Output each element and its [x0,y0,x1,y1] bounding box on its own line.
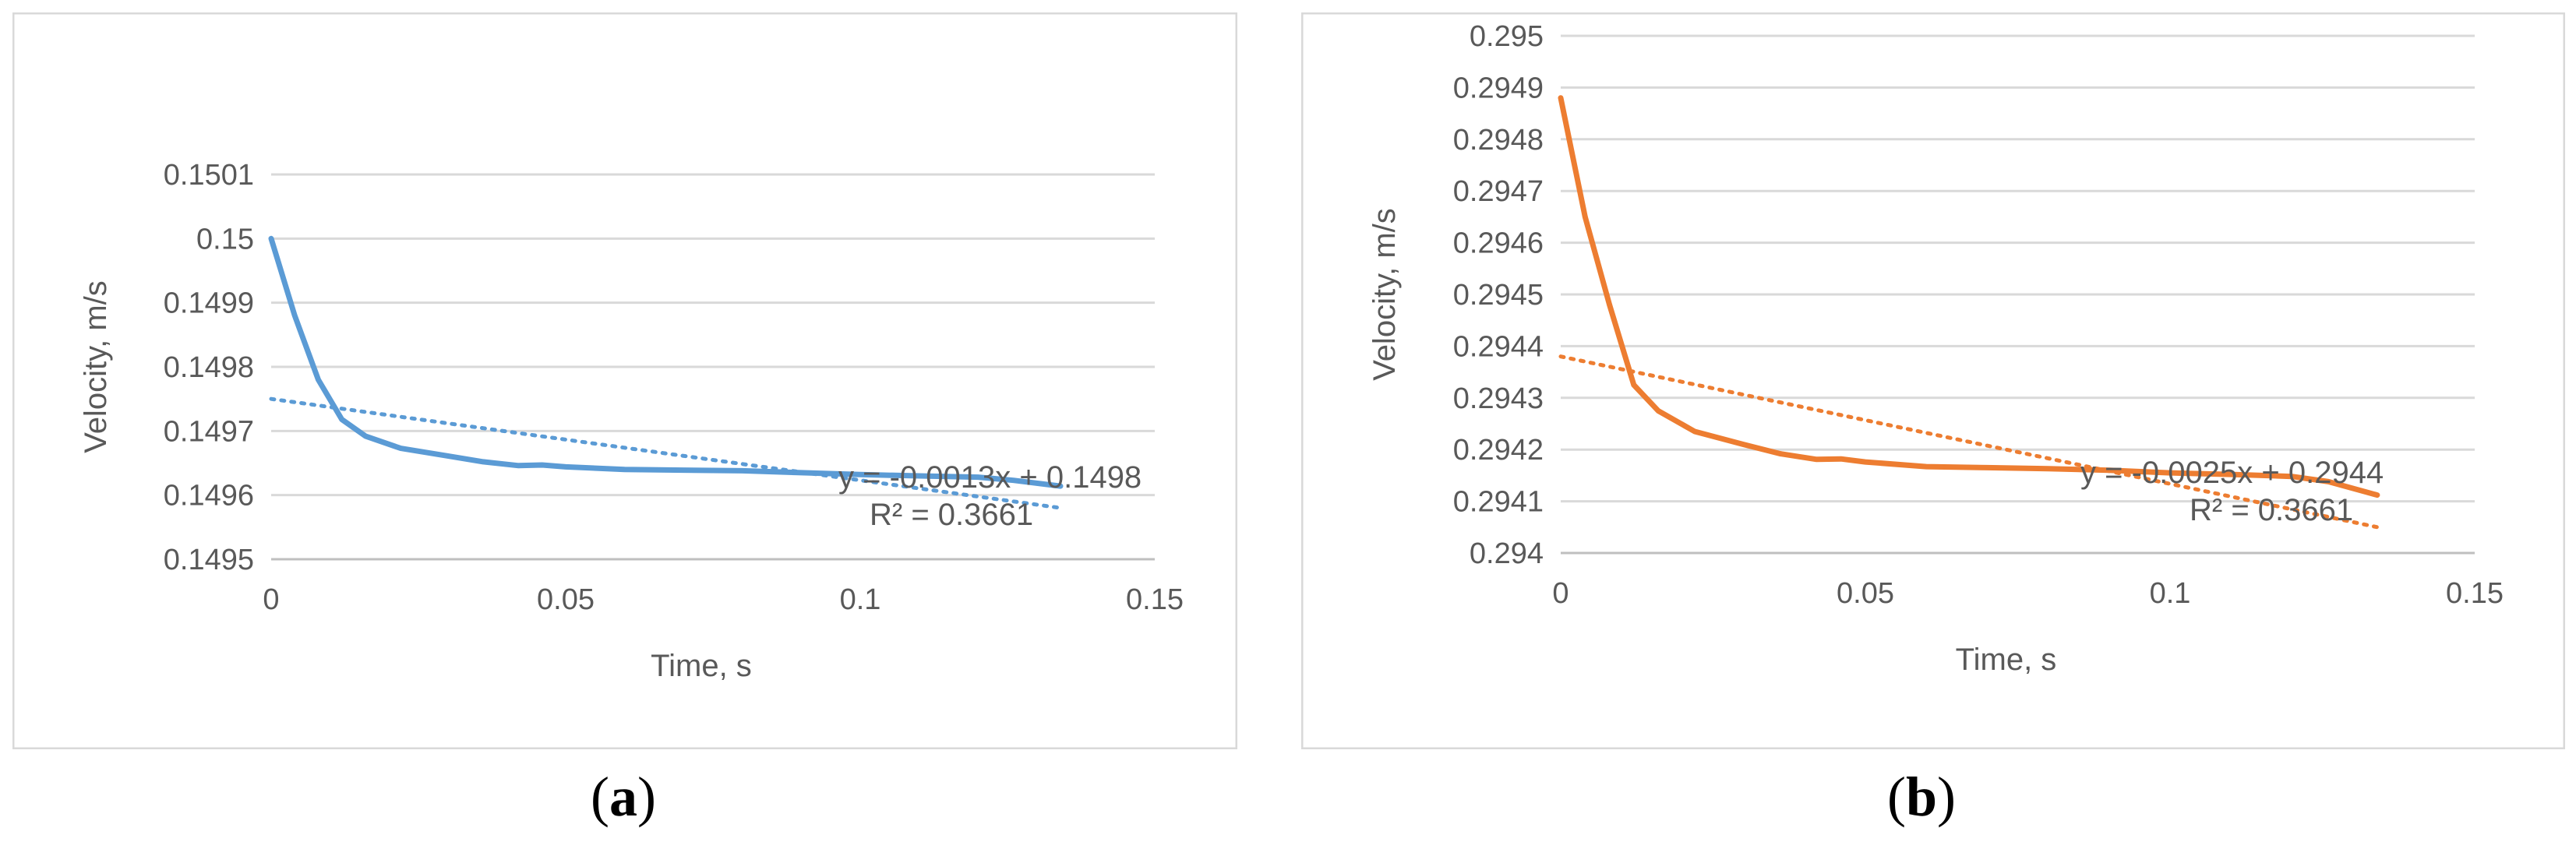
y-tick-label: 0.295 [1470,20,1544,53]
chart-border [12,12,1237,749]
caption-b: (b) [1886,766,1956,828]
x-axis-title: Time, s [651,649,752,683]
y-tick-label: 0.1497 [164,415,254,448]
chart-panel-a: 0.1495 0.1496 0.1497 0.1498 0.1499 0.15 0.1501… [12,12,1237,749]
y-tick-label: 0.1499 [164,287,254,320]
y-tick-label: 0.2948 [1453,124,1544,157]
y-tick-label: 0.2949 [1453,72,1544,104]
x-axis-title: Time, s [1956,643,2057,677]
y-tick-label: 0.1501 [164,159,254,192]
y-tick-label: 0.1498 [164,351,254,384]
y-tick-label: 0.2946 [1453,227,1544,260]
x-tick-label: 0.15 [2446,577,2504,610]
y-tick-label: 0.2945 [1453,279,1544,312]
series-line [1558,95,2380,498]
x-tick-label: 0.1 [2150,577,2191,610]
x-tick-label: 0.15 [1126,583,1184,616]
y-axis-title: Velocity, m/s [1367,208,1402,381]
x-tick-label: 0.05 [1837,577,1894,610]
caption-a: (a) [591,766,656,828]
trendline [1558,354,2380,530]
y-tick-label: 0.1496 [164,480,254,513]
x-tick-label: 0 [1552,577,1569,610]
chart-panel-b: 0.294 0.2941 0.2942 0.2943 0.2944 0.2945 0.294… [1301,12,2565,749]
x-tick-label: 0.1 [840,583,881,616]
y-tick-label: 0.1495 [164,544,254,576]
chart-a: 0.1495 0.1496 0.1497 0.1498 0.1499 0.15 0.1501… [12,12,1237,749]
x-tick-label: 0 [263,583,279,616]
trendline-r-squared: R² = 0.3661 [2190,493,2353,527]
y-tick-label: 0.15 [196,223,254,255]
y-tick-label: 0.2943 [1453,382,1544,415]
trendline-equation: y = -0.0025x + 0.2944 [2080,456,2384,490]
y-tick-label: 0.294 [1470,537,1544,570]
y-tick-label: 0.2942 [1453,434,1544,467]
y-tick-label: 0.2944 [1453,330,1544,363]
x-tick-label: 0.05 [537,583,595,616]
y-tick-label: 0.2947 [1453,175,1544,208]
chart-border [1301,12,2565,749]
trendline [269,396,1063,510]
y-axis-title: Velocity, m/s [79,280,113,453]
trendline-r-squared: R² = 0.3661 [870,498,1033,532]
y-tick-label: 0.2941 [1453,486,1544,519]
chart-b: 0.294 0.2941 0.2942 0.2943 0.2944 0.2945 0.294… [1301,12,2565,749]
trendline-equation: y = -0.0013x + 0.1498 [838,460,1142,495]
series-line [268,235,1064,489]
